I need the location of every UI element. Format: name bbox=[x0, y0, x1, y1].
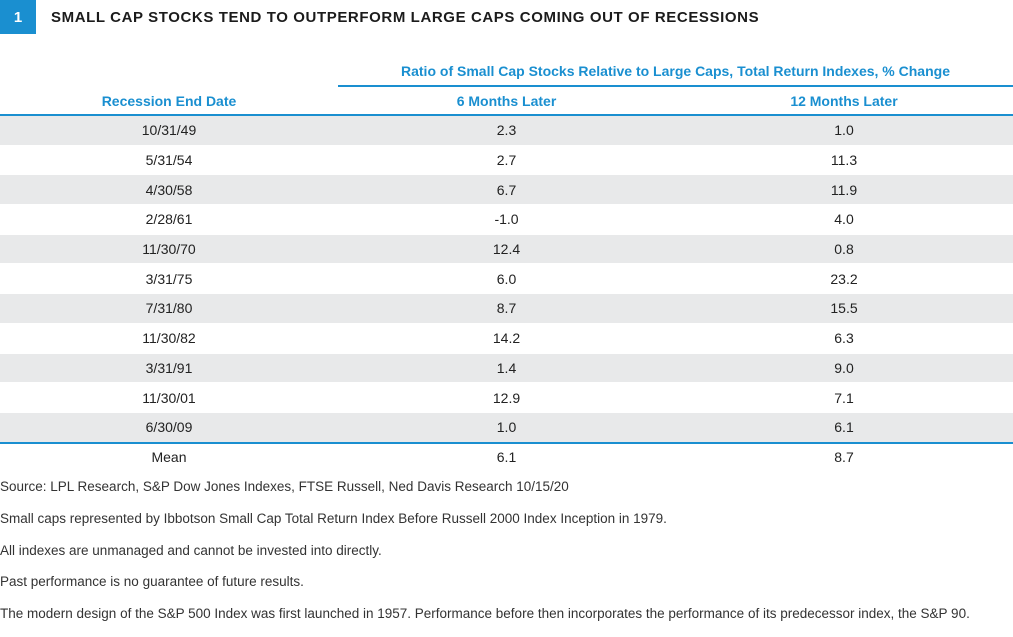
table-row: 11/30/82 14.2 6.3 bbox=[0, 323, 1013, 354]
mean-value-cell: 8.7 bbox=[675, 441, 1013, 472]
twelve-months-later-cell: 9.0 bbox=[675, 353, 1013, 384]
column-header-recession-end-date: Recession End Date bbox=[0, 88, 338, 116]
table-row: 4/30/58 6.7 11.9 bbox=[0, 174, 1013, 206]
table-super-header: Ratio of Small Cap Stocks Relative to La… bbox=[338, 61, 1013, 87]
twelve-months-later-cell: 1.0 bbox=[675, 115, 1013, 146]
six-months-later-cell: 6.7 bbox=[338, 174, 675, 206]
recession-end-date-cell: 11/30/01 bbox=[0, 382, 338, 413]
table-row: 6/30/09 1.0 6.1 bbox=[0, 412, 1013, 444]
six-months-later-cell: 12.4 bbox=[338, 234, 675, 265]
recession-end-date-cell: 2/28/61 bbox=[0, 204, 338, 235]
twelve-months-later-cell: 6.3 bbox=[675, 323, 1013, 354]
recession-end-date-cell: 11/30/70 bbox=[0, 234, 338, 265]
table-row: 3/31/91 1.4 9.0 bbox=[0, 353, 1013, 384]
six-months-later-cell: 2.3 bbox=[338, 115, 675, 146]
column-header-12-months: 12 Months Later bbox=[675, 88, 1013, 116]
recession-end-date-cell: 5/31/54 bbox=[0, 145, 338, 176]
twelve-months-later-cell: 11.9 bbox=[675, 174, 1013, 206]
six-months-later-cell: 2.7 bbox=[338, 145, 675, 176]
figure-number-badge: 1 bbox=[0, 0, 36, 34]
table-row: 3/31/75 6.0 23.2 bbox=[0, 263, 1013, 295]
table-row: 10/31/49 2.3 1.0 bbox=[0, 115, 1013, 146]
twelve-months-later-cell: 11.3 bbox=[675, 145, 1013, 176]
table-body: 10/31/49 2.3 1.0 5/31/54 2.7 11.3 4/30/58 6.7 11… bbox=[0, 115, 1013, 472]
six-months-later-cell: 1.0 bbox=[338, 412, 675, 444]
data-table: Recession End Date 6 Months Later 12 Mon… bbox=[0, 88, 1013, 472]
six-months-later-cell: 14.2 bbox=[338, 323, 675, 354]
table-row: 7/31/80 8.7 15.5 bbox=[0, 293, 1013, 324]
mean-value-cell: 6.1 bbox=[338, 441, 675, 472]
table-row: 2/28/61 -1.0 4.0 bbox=[0, 204, 1013, 235]
table-row: 11/30/70 12.4 0.8 bbox=[0, 234, 1013, 265]
table-row: 11/30/01 12.9 7.1 bbox=[0, 382, 1013, 413]
column-header-6-months: 6 Months Later bbox=[338, 88, 675, 116]
mean-label-cell: Mean bbox=[0, 441, 338, 472]
recession-end-date-cell: 11/30/82 bbox=[0, 323, 338, 354]
recession-end-date-cell: 3/31/75 bbox=[0, 263, 338, 295]
recession-end-date-cell: 10/31/49 bbox=[0, 115, 338, 146]
twelve-months-later-cell: 6.1 bbox=[675, 412, 1013, 444]
twelve-months-later-cell: 23.2 bbox=[675, 263, 1013, 295]
footnote: The modern design of the S&P 500 Index w… bbox=[0, 606, 970, 622]
twelve-months-later-cell: 7.1 bbox=[675, 382, 1013, 413]
figure-title: SMALL CAP STOCKS TEND TO OUTPERFORM LARG… bbox=[51, 9, 760, 26]
footnote: All indexes are unmanaged and cannot be … bbox=[0, 542, 382, 558]
header-row: Recession End Date 6 Months Later 12 Mon… bbox=[0, 88, 1013, 116]
recession-end-date-cell: 6/30/09 bbox=[0, 412, 338, 444]
twelve-months-later-cell: 15.5 bbox=[675, 293, 1013, 324]
mean-row: Mean 6.1 8.7 bbox=[0, 441, 1013, 472]
table-row: 5/31/54 2.7 11.3 bbox=[0, 145, 1013, 176]
footnotes: Source: LPL Research, S&P Dow Jones Inde… bbox=[0, 478, 1013, 637]
twelve-months-later-cell: 0.8 bbox=[675, 234, 1013, 265]
twelve-months-later-cell: 4.0 bbox=[675, 204, 1013, 235]
source-note: Source: LPL Research, S&P Dow Jones Inde… bbox=[0, 479, 569, 494]
six-months-later-cell: 12.9 bbox=[338, 382, 675, 413]
six-months-later-cell: 8.7 bbox=[338, 293, 675, 324]
six-months-later-cell: -1.0 bbox=[338, 204, 675, 235]
six-months-later-cell: 6.0 bbox=[338, 263, 675, 295]
footnote: Past performance is no guarantee of futu… bbox=[0, 574, 304, 590]
recession-end-date-cell: 3/31/91 bbox=[0, 353, 338, 384]
footnote: Small caps represented by Ibbotson Small… bbox=[0, 510, 667, 526]
recession-end-date-cell: 7/31/80 bbox=[0, 293, 338, 324]
six-months-later-cell: 1.4 bbox=[338, 353, 675, 384]
recession-end-date-cell: 4/30/58 bbox=[0, 174, 338, 206]
